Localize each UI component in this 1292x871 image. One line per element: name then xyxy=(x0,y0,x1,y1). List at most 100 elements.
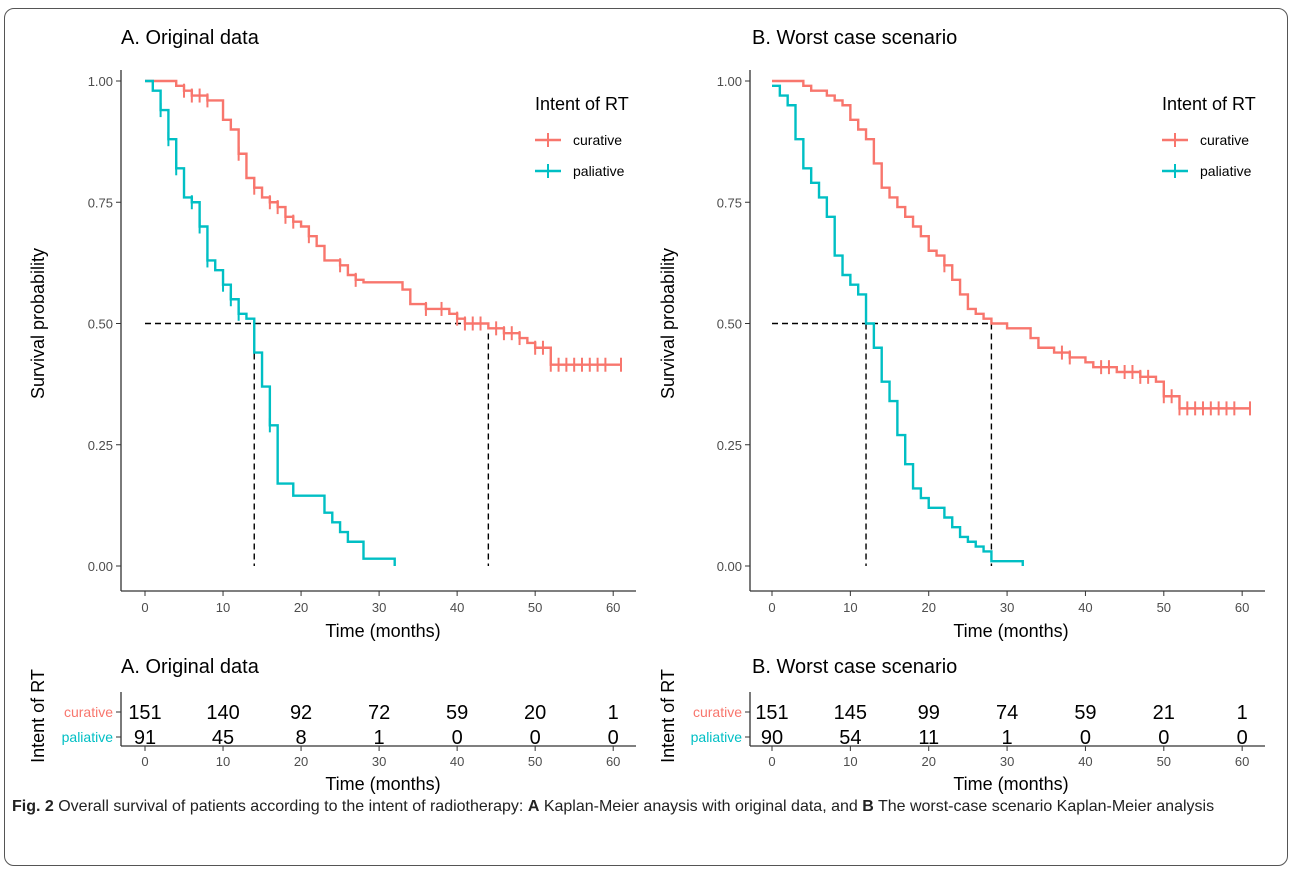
caption-label-a: A xyxy=(527,798,540,815)
risk-table-a-x-tick-label: 30 xyxy=(372,754,386,769)
caption-fig-label: Fig. 2 xyxy=(12,798,54,815)
plot-b-curve-curative xyxy=(772,79,1250,410)
plot-a-y-tick-label: 0.25 xyxy=(88,438,113,453)
plot-b-y-tick-label: 0.25 xyxy=(717,438,742,453)
risk-table-b-cell-curative: 74 xyxy=(996,702,1018,724)
plot-a-y-tick-label: 0.50 xyxy=(88,317,113,332)
plot-a-y-tick-label: 0.00 xyxy=(88,559,113,574)
risk-table-a-x-tick-label: 0 xyxy=(141,754,148,769)
caption-text-1: Overall survival of patients according t… xyxy=(53,798,528,815)
plot-b-y-tick-label: 1.00 xyxy=(717,74,742,89)
risk-table-b-cell-paliative: 1 xyxy=(1002,727,1013,749)
figure-caption: Fig. 2 Overall survival of patients acco… xyxy=(12,795,1272,819)
risk-table-b-x-tick-label: 40 xyxy=(1078,754,1092,769)
risk-table-b-x-tick-label: 30 xyxy=(1000,754,1014,769)
risk-table-b-cell-paliative: 0 xyxy=(1080,727,1091,749)
plot-b-title: B. Worst case scenario xyxy=(752,27,957,49)
risk-table-b-x-tick-label: 10 xyxy=(843,754,857,769)
risk-table-b-cell-curative: 99 xyxy=(918,702,940,724)
caption-label-b: B xyxy=(862,798,874,815)
plot-a-x-tick-label: 30 xyxy=(372,600,386,615)
plot-b-x-tick-label: 30 xyxy=(1000,600,1014,615)
risk-table-b-cell-paliative: 11 xyxy=(918,727,939,749)
risk-table-b-cell-paliative: 0 xyxy=(1158,727,1169,749)
figure-frame xyxy=(4,8,1288,866)
risk-table-a-x-axis-label: Time (months) xyxy=(325,774,440,794)
risk-table-a-x-tick-label: 60 xyxy=(606,754,620,769)
plot-b-y-axis-label: Survival probability xyxy=(658,248,678,399)
plot-b-legend-title: Intent of RT xyxy=(1162,94,1256,114)
risk-table-b-cell-curative: 59 xyxy=(1074,702,1096,724)
plot-b-x-tick-label: 0 xyxy=(768,600,775,615)
plot-a-x-tick-label: 60 xyxy=(606,600,620,615)
risk-table-a-cell-paliative: 0 xyxy=(608,727,619,749)
risk-table-a-cell-curative: 59 xyxy=(446,702,468,724)
plot-a-x-tick-label: 40 xyxy=(450,600,464,615)
plot-a-legend-label-paliative: paliative xyxy=(573,163,625,179)
plot-b-legend-label-paliative: paliative xyxy=(1200,163,1252,179)
plot-a-x-tick-label: 50 xyxy=(528,600,542,615)
risk-table-b-cell-paliative: 90 xyxy=(761,727,783,749)
risk-table-a-cell-paliative: 0 xyxy=(452,727,463,749)
plot-a-legend-title: Intent of RT xyxy=(535,94,629,114)
plot-a-x-tick-label: 0 xyxy=(141,600,148,615)
plot-a-x-tick-label: 20 xyxy=(294,600,308,615)
plot-a-title: A. Original data xyxy=(121,27,260,49)
plot-b-x-axis-label: Time (months) xyxy=(953,621,1068,641)
risk-table-a-cell-curative: 151 xyxy=(128,702,161,724)
risk-table-b-x-tick-label: 20 xyxy=(921,754,935,769)
caption-text-3: The worst-case scenario Kaplan-Meier ana… xyxy=(873,798,1215,815)
risk-table-b-cell-curative: 21 xyxy=(1153,702,1175,724)
plot-a-x-axis-label: Time (months) xyxy=(325,621,440,641)
plot-b-y-tick-label: 0.00 xyxy=(717,559,742,574)
risk-table-b-cell-curative: 151 xyxy=(755,702,788,724)
risk-table-b-row-label-paliative: paliative xyxy=(691,729,743,745)
plot-a-curve-curative xyxy=(145,79,621,366)
risk-table-a-x-tick-label: 20 xyxy=(294,754,308,769)
plot-b-y-tick-label: 0.75 xyxy=(717,195,742,210)
plot-a-y-axis-label: Survival probability xyxy=(28,248,48,399)
risk-table-a-row-label-paliative: paliative xyxy=(62,729,114,745)
plot-a-y-tick-label: 1.00 xyxy=(88,74,113,89)
plot-b-x-tick-label: 10 xyxy=(843,600,857,615)
risk-table-a-cell-curative: 1 xyxy=(608,702,619,724)
risk-table-b-cell-paliative: 0 xyxy=(1237,727,1248,749)
risk-table-b-x-tick-label: 60 xyxy=(1235,754,1249,769)
plot-b-x-tick-label: 40 xyxy=(1078,600,1092,615)
risk-table-a-cell-paliative: 0 xyxy=(530,727,541,749)
risk-table-a-title: A. Original data xyxy=(121,656,260,678)
risk-table-a-x-tick-label: 40 xyxy=(450,754,464,769)
plot-a-y-tick-label: 0.75 xyxy=(88,195,113,210)
risk-table-a-cell-paliative: 45 xyxy=(212,727,234,749)
plot-b-legend-label-curative: curative xyxy=(1200,132,1249,148)
risk-table-b-y-axis-label: Intent of RT xyxy=(658,669,678,763)
risk-table-a-y-axis-label: Intent of RT xyxy=(28,669,48,763)
plot-b-y-tick-label: 0.50 xyxy=(717,317,742,332)
plot-b-curve-paliative xyxy=(772,84,1024,566)
risk-table-a-cell-curative: 92 xyxy=(290,702,312,724)
risk-table-b-x-tick-label: 50 xyxy=(1157,754,1171,769)
risk-table-a-cell-curative: 72 xyxy=(368,702,390,724)
risk-table-a-x-tick-label: 50 xyxy=(528,754,542,769)
risk-table-a-cell-paliative: 91 xyxy=(134,727,156,749)
risk-table-a-cell-curative: 20 xyxy=(524,702,546,724)
risk-table-b-cell-curative: 1 xyxy=(1237,702,1248,724)
plot-b-x-tick-label: 60 xyxy=(1235,600,1249,615)
risk-table-b-cell-curative: 145 xyxy=(834,702,867,724)
risk-table-a-row-label-curative: curative xyxy=(64,704,113,720)
risk-table-b-row-label-curative: curative xyxy=(693,704,742,720)
plot-b-x-tick-label: 20 xyxy=(921,600,935,615)
plot-a-legend-label-curative: curative xyxy=(573,132,622,148)
risk-table-a-cell-paliative: 8 xyxy=(296,727,307,749)
caption-text-2: Kaplan-Meier anaysis with original data,… xyxy=(539,798,863,815)
risk-table-a-cell-curative: 140 xyxy=(206,702,239,724)
risk-table-b-x-axis-label: Time (months) xyxy=(953,774,1068,794)
risk-table-a-cell-paliative: 1 xyxy=(374,727,385,749)
plot-a-x-tick-label: 10 xyxy=(216,600,230,615)
risk-table-a-x-tick-label: 10 xyxy=(216,754,230,769)
risk-table-b-cell-paliative: 54 xyxy=(839,727,861,749)
plot-b-x-tick-label: 50 xyxy=(1157,600,1171,615)
risk-table-b-title: B. Worst case scenario xyxy=(752,656,957,678)
risk-table-b-x-tick-label: 0 xyxy=(768,754,775,769)
